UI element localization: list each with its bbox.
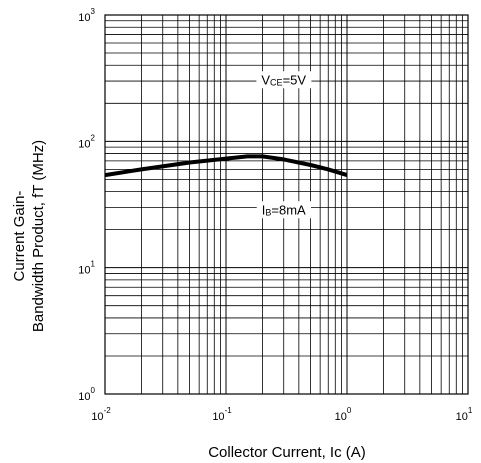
annotation-1: IB=8mA	[256, 201, 312, 219]
annotation-rest: =5V	[283, 72, 307, 87]
annotation-main: I	[262, 202, 266, 217]
annotation-layer: VCE=5V IB=8mA	[256, 71, 312, 219]
y-tick-exponent: 1	[91, 260, 96, 269]
x-tick-base: 10	[335, 411, 347, 423]
x-tick-label: 101	[456, 406, 473, 423]
y-tick-label: 103	[78, 7, 95, 24]
y-tick-exponent: 0	[91, 386, 96, 395]
annotation-subscript: B	[265, 207, 271, 217]
y-tick-label: 102	[78, 133, 95, 150]
annotation-text: VCE=5V	[261, 72, 306, 87]
x-tick-label: 10-1	[212, 406, 232, 423]
annotation-text: IB=8mA	[262, 202, 306, 217]
x-axis-title: Collector Current, Ic (A)	[208, 444, 366, 461]
y-tick-exponent: 3	[91, 7, 96, 16]
series-layer	[104, 154, 348, 178]
x-tick-label: 100	[335, 406, 352, 423]
x-tick-exponent: 1	[468, 406, 473, 415]
y-tick-label: 101	[78, 260, 95, 277]
annotation-0: VCE=5V	[256, 71, 312, 89]
series-line-0	[104, 154, 348, 178]
x-tick-exponent: -2	[104, 406, 112, 415]
x-tick-exponent: 0	[347, 406, 352, 415]
y-tick-base: 10	[78, 12, 90, 24]
annotation-background	[256, 71, 312, 89]
annotation-subscript: CE	[270, 77, 283, 87]
y-axis-title-line1: Current Gain-	[11, 191, 28, 282]
plot-frame	[104, 14, 469, 395]
annotation-background	[256, 201, 312, 219]
x-tick-exponent: -1	[225, 406, 233, 415]
x-tick-base: 10	[456, 411, 468, 423]
y-tick-base: 10	[78, 391, 90, 403]
x-tick-label: 10-2	[91, 406, 111, 423]
y-tick-base: 10	[78, 265, 90, 277]
annotation-main: V	[261, 72, 270, 87]
x-tick-base: 10	[212, 411, 224, 423]
annotation-rest: =8mA	[271, 202, 306, 217]
x-tick-base: 10	[91, 411, 103, 423]
y-tick-exponent: 2	[91, 133, 96, 142]
y-tick-base: 10	[78, 138, 90, 150]
y-axis-title-line2: Bandwidth Product, fT (MHz)	[30, 140, 47, 332]
y-tick-label: 100	[78, 386, 95, 403]
